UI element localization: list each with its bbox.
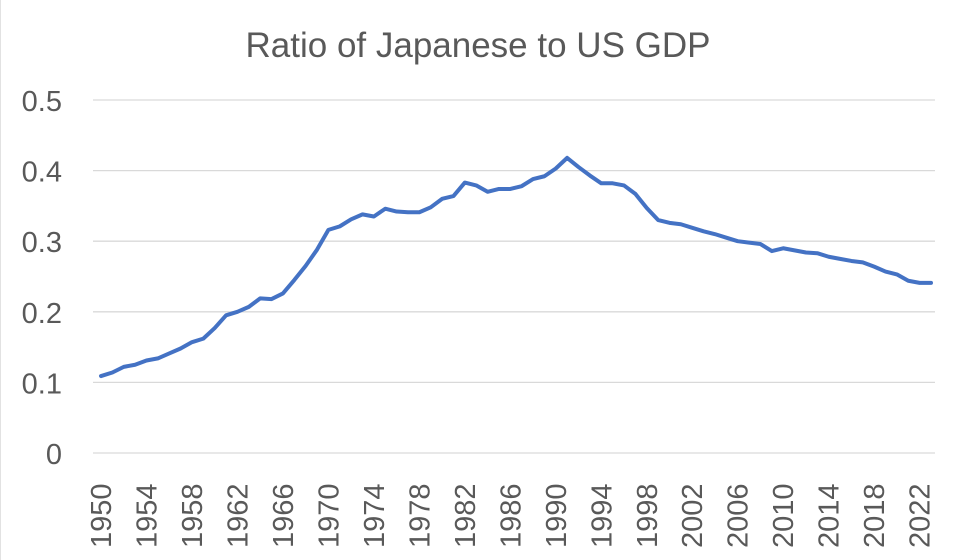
x-tick-label: 1998 <box>632 483 664 548</box>
x-tick-label: 1962 <box>222 483 254 548</box>
y-tick-label: 0.3 <box>22 227 62 259</box>
x-tick-label: 2022 <box>905 483 937 548</box>
x-tick-label: 1994 <box>586 483 618 548</box>
x-tick-label: 1966 <box>268 483 300 548</box>
x-tick-label: 2018 <box>859 483 891 548</box>
x-tick-label: 1958 <box>177 483 209 548</box>
series-line <box>99 155 933 379</box>
x-tick-label: 1982 <box>450 483 482 548</box>
x-tick-label: 2002 <box>677 483 709 548</box>
y-tick-label: 0.2 <box>22 298 62 330</box>
x-tick-label: 1954 <box>131 483 163 548</box>
x-tick-label: 1974 <box>359 483 391 548</box>
x-tick-label: 2006 <box>723 483 755 548</box>
chart-title: Ratio of Japanese to US GDP <box>246 26 711 65</box>
x-tick-label: 2014 <box>814 483 846 548</box>
series-lines <box>99 155 933 379</box>
y-tick-label: 0.1 <box>22 368 62 400</box>
y-tick-label: 0.5 <box>22 86 62 118</box>
y-tick-label: 0 <box>46 439 62 471</box>
x-axis-tick-labels: 1950 1954 1958 1962 1966 1970 1974 1978 1982 1986… <box>86 483 937 548</box>
x-tick-label: 1978 <box>404 483 436 548</box>
x-tick-label: 1950 <box>86 483 118 548</box>
gridlines <box>93 99 935 454</box>
x-tick-label: 1986 <box>495 483 527 548</box>
x-tick-label: 2010 <box>768 483 800 548</box>
x-tick-label: 1990 <box>541 483 573 548</box>
y-tick-label: 0.4 <box>22 157 62 189</box>
x-tick-label: 1970 <box>313 483 345 548</box>
y-axis-tick-labels: 0 0.1 0.2 0.3 0.4 0.5 <box>22 86 62 471</box>
